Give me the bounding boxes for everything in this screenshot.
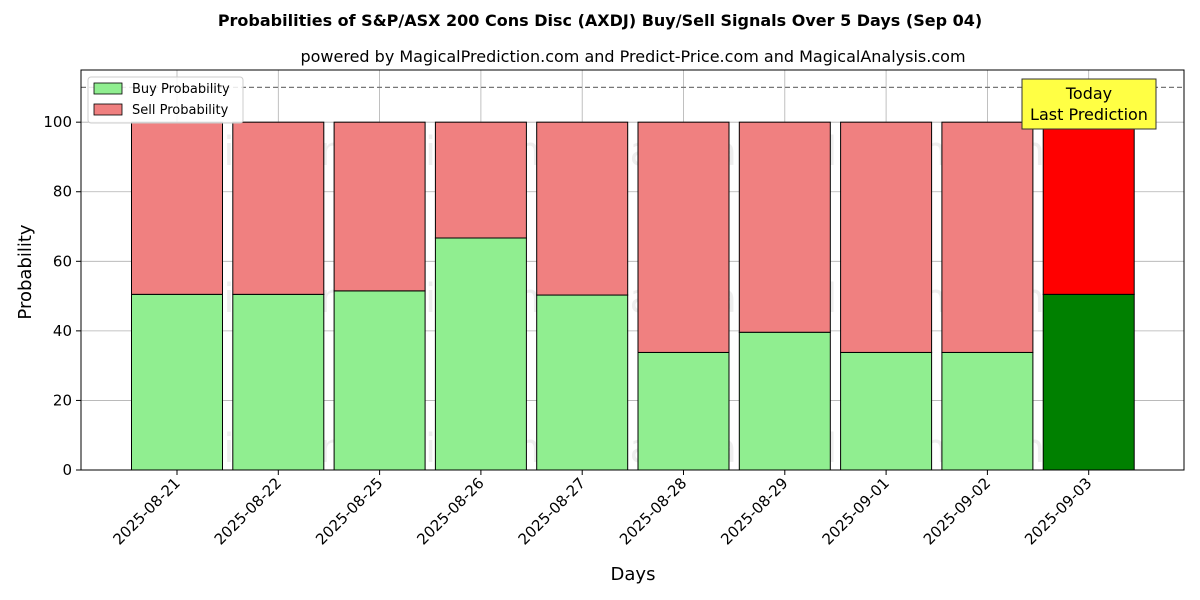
bar-sell	[840, 121, 933, 353]
bar-sell	[1042, 121, 1135, 295]
bar-sell	[434, 121, 527, 239]
bar-sell	[333, 121, 426, 292]
x-tick-label: 2025-09-02	[920, 474, 994, 548]
legend-label-sell: Sell Probability	[132, 103, 229, 118]
x-tick-label: 2025-08-29	[717, 474, 791, 548]
legend: Buy Probability Sell Probability	[87, 76, 244, 124]
bar-sell	[232, 121, 325, 295]
y-tick-label: 60	[53, 252, 72, 270]
bar-sell	[941, 121, 1034, 353]
bar-buy	[131, 293, 223, 471]
annotation-line-today: Today	[1065, 84, 1112, 103]
x-tick-label: 2025-08-26	[413, 474, 487, 548]
bar-buy	[941, 351, 1034, 471]
x-tick-label: 2025-08-21	[109, 474, 183, 548]
bar-buy	[232, 293, 325, 471]
y-axis: 0 20 40 60 80 100	[43, 113, 81, 479]
bar-sell	[131, 121, 223, 295]
x-axis-label: Days	[611, 564, 656, 585]
legend-label-buy: Buy Probability	[132, 82, 230, 97]
x-tick-label: 2025-08-22	[211, 474, 285, 548]
x-tick-label: 2025-09-01	[819, 474, 893, 548]
bar-buy	[434, 237, 527, 471]
bar-sell	[637, 121, 730, 353]
legend-box	[87, 76, 244, 124]
chart-title: Probabilities of S&P/ASX 200 Cons Disc (…	[218, 11, 982, 30]
y-tick-label: 80	[53, 183, 72, 201]
x-tick-label: 2025-09-03	[1021, 474, 1095, 548]
bar-sell	[536, 121, 629, 296]
y-tick-label: 100	[43, 113, 72, 131]
x-tick-label: 2025-08-28	[616, 474, 690, 548]
bars	[131, 121, 1135, 471]
legend-swatch-sell	[93, 103, 123, 116]
annotation-line-last-prediction: Last Prediction	[1030, 105, 1148, 124]
bar-buy	[333, 290, 426, 471]
plot-frame	[80, 69, 1185, 471]
bar-buy	[536, 294, 629, 471]
annotation-box	[1021, 78, 1157, 130]
y-tick-label: 40	[53, 322, 72, 340]
chart-subtitle: powered by MagicalPrediction.com and Pre…	[300, 47, 965, 66]
bar-buy	[840, 351, 933, 471]
bar-buy	[1042, 293, 1135, 471]
bar-buy	[637, 351, 730, 471]
x-tick-label: 2025-08-25	[312, 474, 386, 548]
x-tick-label: 2025-08-27	[515, 474, 589, 548]
y-tick-label: 20	[53, 391, 72, 409]
bar-buy	[738, 331, 831, 471]
legend-swatch-buy	[93, 82, 123, 95]
today-annotation: Today Last Prediction	[1021, 78, 1157, 130]
y-axis-label: Probability	[15, 224, 36, 319]
bar-sell	[738, 121, 831, 333]
y-tick-label: 0	[62, 461, 72, 479]
x-axis: 2025-08-21 2025-08-22 2025-08-25 2025-08-26…	[109, 470, 1096, 548]
